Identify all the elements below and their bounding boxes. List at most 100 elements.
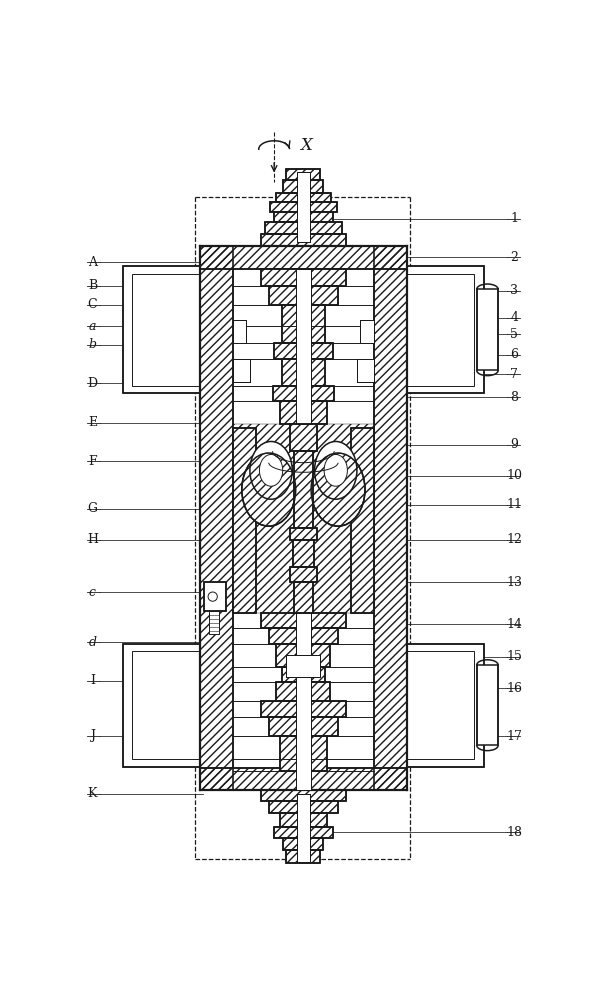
Bar xyxy=(287,169,320,180)
Bar xyxy=(280,736,327,771)
Bar xyxy=(287,169,320,180)
Bar xyxy=(200,768,407,790)
Bar xyxy=(133,274,200,386)
Bar xyxy=(269,202,337,212)
Bar xyxy=(282,359,325,386)
Text: D: D xyxy=(88,377,98,390)
Bar xyxy=(269,628,338,644)
Bar xyxy=(133,651,200,759)
Bar xyxy=(374,246,407,790)
Bar xyxy=(276,682,330,701)
Bar xyxy=(269,286,338,305)
Bar xyxy=(282,667,325,682)
Bar xyxy=(200,246,407,269)
Bar xyxy=(361,320,374,343)
Bar xyxy=(297,172,310,242)
Bar xyxy=(276,682,330,701)
Bar xyxy=(280,401,327,424)
Bar xyxy=(261,701,346,717)
Bar xyxy=(276,644,330,667)
Bar xyxy=(287,850,320,863)
Bar xyxy=(282,305,325,343)
Bar xyxy=(272,386,334,401)
Text: 8: 8 xyxy=(510,391,519,404)
Bar xyxy=(209,611,220,634)
Bar xyxy=(282,667,325,682)
Text: b: b xyxy=(88,338,96,351)
Bar xyxy=(351,428,374,613)
Ellipse shape xyxy=(311,453,365,526)
Bar xyxy=(123,644,200,767)
Bar xyxy=(280,736,327,771)
Bar xyxy=(200,768,407,790)
Text: 4: 4 xyxy=(510,311,519,324)
Bar xyxy=(407,651,474,759)
Ellipse shape xyxy=(250,441,292,499)
Bar xyxy=(233,428,256,613)
Bar xyxy=(269,286,338,305)
Bar xyxy=(294,582,313,613)
Bar xyxy=(276,193,331,202)
Bar xyxy=(269,801,338,813)
Bar xyxy=(407,266,484,393)
Bar xyxy=(200,246,407,269)
Bar xyxy=(123,644,200,767)
Bar xyxy=(123,266,200,393)
Text: 1: 1 xyxy=(510,212,519,225)
Text: X: X xyxy=(301,137,313,154)
Bar xyxy=(261,790,346,801)
Bar xyxy=(265,222,342,234)
Text: 13: 13 xyxy=(506,576,522,588)
Bar xyxy=(269,717,338,736)
Bar xyxy=(200,246,407,269)
Bar xyxy=(374,246,407,790)
Text: C: C xyxy=(88,298,97,311)
Bar xyxy=(269,801,338,813)
Bar xyxy=(274,212,333,222)
Bar xyxy=(261,701,346,717)
Bar xyxy=(261,269,346,286)
Text: F: F xyxy=(88,455,96,468)
Text: H: H xyxy=(87,533,98,546)
Text: 14: 14 xyxy=(506,618,522,631)
Bar xyxy=(282,305,325,343)
Bar xyxy=(233,320,246,343)
Bar xyxy=(269,202,337,212)
Bar xyxy=(282,359,325,386)
Bar xyxy=(269,717,338,736)
Circle shape xyxy=(208,592,217,601)
Bar xyxy=(294,582,313,613)
Bar xyxy=(358,359,374,382)
Bar xyxy=(276,644,330,667)
Bar xyxy=(289,424,317,451)
Text: 6: 6 xyxy=(510,348,519,361)
Bar xyxy=(280,813,327,827)
Ellipse shape xyxy=(259,454,283,486)
Bar xyxy=(297,172,310,242)
Bar xyxy=(289,567,317,582)
Bar xyxy=(287,655,320,677)
Bar xyxy=(276,193,331,202)
Bar xyxy=(284,838,323,850)
Bar xyxy=(233,269,374,768)
Bar xyxy=(261,269,346,286)
Bar xyxy=(282,305,325,343)
Text: c: c xyxy=(89,586,96,599)
Bar xyxy=(269,202,337,212)
Text: 9: 9 xyxy=(510,438,519,451)
Bar xyxy=(261,234,346,246)
Bar xyxy=(284,838,323,850)
Bar xyxy=(274,343,333,359)
Ellipse shape xyxy=(314,441,357,499)
Bar xyxy=(261,269,346,286)
Text: B: B xyxy=(88,279,97,292)
Ellipse shape xyxy=(324,454,348,486)
Bar xyxy=(261,613,346,628)
Bar xyxy=(200,246,233,790)
Bar xyxy=(294,451,313,528)
Bar xyxy=(204,582,226,611)
Bar xyxy=(274,827,333,838)
Text: 15: 15 xyxy=(506,650,522,663)
Bar xyxy=(233,320,246,343)
Bar xyxy=(233,359,249,382)
